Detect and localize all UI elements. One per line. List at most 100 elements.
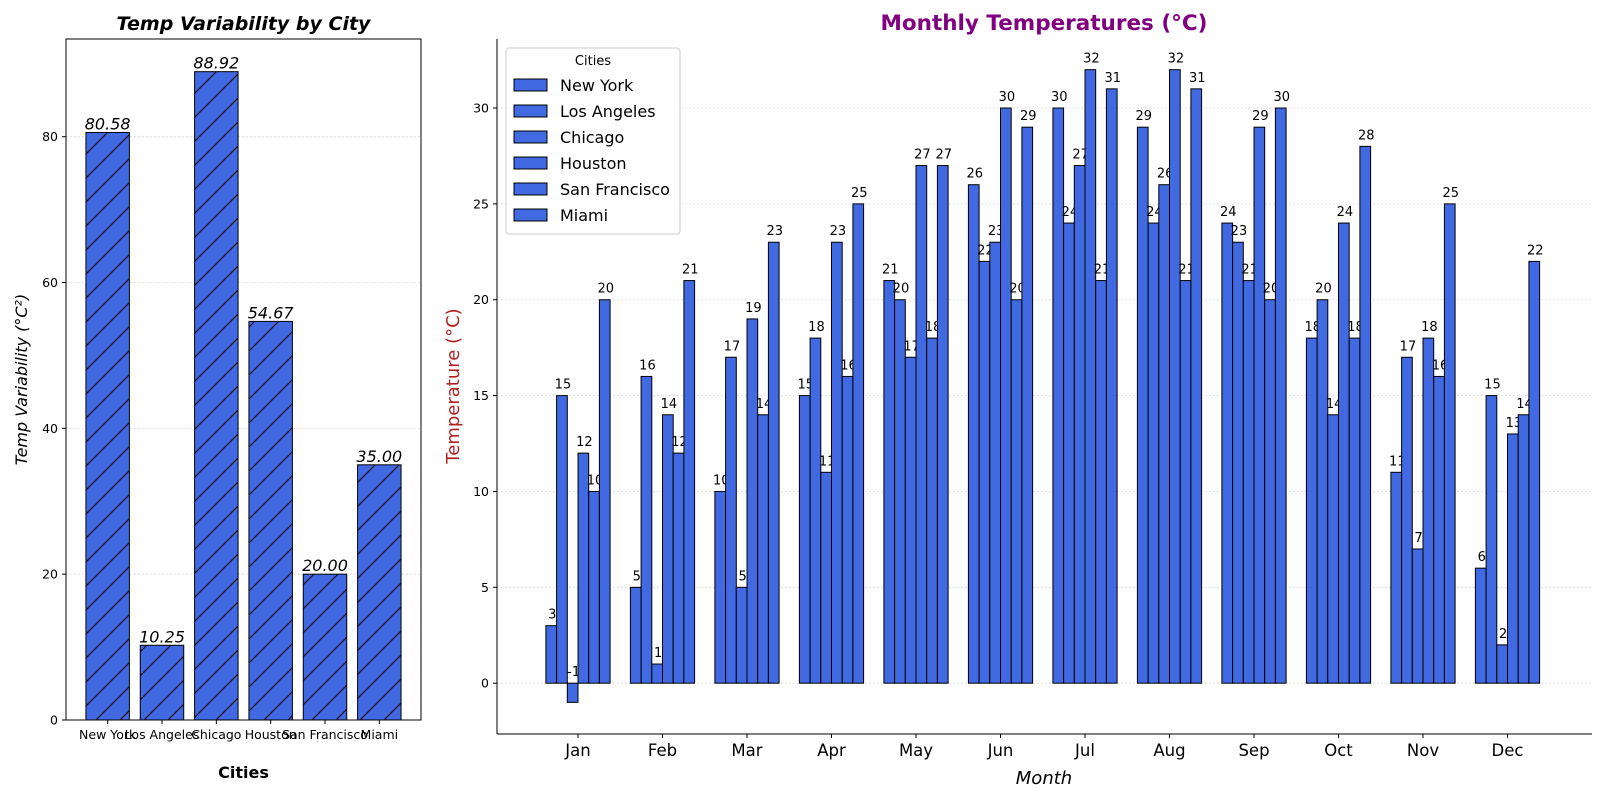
right-bar (1474, 567, 1487, 684)
right-bar (1390, 471, 1403, 684)
right-bar (926, 337, 938, 684)
right-bar (967, 184, 980, 684)
right-bar-value-label: 6 (1478, 550, 1486, 565)
legend-entry-label: San Francisco (560, 180, 670, 199)
right-bar (1253, 126, 1266, 684)
right-bar (1401, 356, 1413, 684)
right-y-tick-label: 15 (473, 388, 489, 403)
left-y-axis-label: Temp Variability (°C²) (12, 294, 31, 465)
right-bar (1264, 299, 1276, 684)
right-bar (904, 356, 917, 684)
right-x-tick-label: Dec (1492, 741, 1524, 760)
right-bar (735, 586, 748, 684)
left-x-tick-label: Los Angeles (125, 727, 200, 742)
right-bar-value-label: 19 (745, 301, 762, 316)
right-bar-value-label: 26 (966, 167, 983, 182)
right-bar (1010, 299, 1023, 684)
legend-title: Cities (575, 54, 611, 69)
right-bar (1411, 548, 1424, 684)
right-bar (714, 490, 727, 684)
right-x-tick-label: Jul (1074, 741, 1095, 760)
right-x-tick-label: Sep (1238, 741, 1269, 760)
right-bar (1507, 433, 1519, 684)
right-bar-value-label: 16 (639, 358, 656, 373)
left-chart: 80.58 New York 10.25 Los Angeles 88.92 Chicag… (12, 13, 422, 782)
right-bar (831, 241, 843, 684)
left-bar-hatch (140, 645, 184, 720)
right-legend: Cities New York Los Angeles Chicago Houston S… (505, 47, 681, 235)
right-bar-value-label: 17 (1400, 339, 1417, 354)
legend-swatch (513, 156, 548, 170)
right-bar (746, 318, 759, 684)
right-bar (978, 260, 991, 684)
right-bar-value-label: 27 (914, 148, 931, 163)
right-bar (566, 682, 579, 703)
right-bar (1158, 184, 1171, 684)
left-y-tick-label: 40 (42, 421, 58, 436)
right-x-tick-label: Aug (1153, 741, 1185, 760)
right-bar (662, 414, 674, 684)
right-bar (1443, 203, 1456, 684)
left-bar-value-label: 54.67 (248, 303, 295, 322)
right-bar (820, 471, 832, 684)
right-bar (883, 280, 896, 684)
right-bar-value-label: 18 (808, 320, 825, 335)
right-bar-value-label: 15 (1484, 378, 1501, 393)
right-bar-value-label: 21 (882, 263, 899, 278)
right-x-tick-label: Jan (564, 741, 590, 760)
right-bar (1063, 222, 1075, 684)
right-bar-value-label: 14 (661, 397, 678, 412)
right-bar (556, 395, 568, 684)
right-bar-value-label: 3 (548, 608, 556, 623)
right-bar-value-label: 25 (851, 186, 868, 201)
right-y-tick-label: 0 (481, 676, 489, 691)
legend-swatch (513, 182, 548, 196)
right-y-tick-label: 10 (473, 484, 489, 499)
right-bar (809, 337, 822, 684)
right-bar-value-label: 1 (654, 646, 662, 661)
left-x-tick-label: Miami (361, 727, 399, 742)
right-bar (1338, 222, 1350, 684)
right-bar-value-label: 29 (1135, 109, 1152, 124)
right-bar (598, 299, 611, 684)
left-bar-hatch (357, 464, 402, 720)
right-bar-value-label: 7 (1415, 531, 1423, 546)
right-bar (1305, 337, 1318, 684)
right-bar (651, 663, 663, 684)
left-y-tick-label: 0 (50, 713, 58, 728)
legend-entry-label: Houston (560, 154, 627, 173)
right-bar (1073, 165, 1086, 684)
right-bar (588, 490, 600, 684)
legend-entry-label: New York (560, 76, 634, 95)
left-bar-hatch (248, 321, 293, 720)
right-bar-value-label: 15 (555, 378, 572, 393)
legend-entry-label: Los Angeles (560, 102, 656, 121)
right-bar (1179, 280, 1192, 684)
right-bar (1221, 222, 1234, 684)
right-bar-value-label: 25 (1442, 186, 1459, 201)
right-bar (1000, 107, 1012, 684)
right-bar (1433, 375, 1445, 684)
right-bar (841, 375, 854, 684)
right-bar (672, 452, 685, 684)
left-x-tick-label: Chicago (191, 727, 241, 742)
left-chart-title: Temp Variability by City (117, 13, 373, 35)
right-bar-value-label: 30 (1051, 90, 1068, 105)
right-bar (1496, 644, 1509, 684)
right-bar-value-label: 20 (597, 282, 614, 297)
left-y-tick-label: 60 (42, 275, 58, 290)
right-bar-value-label: 24 (1337, 205, 1354, 220)
right-y-tick-label: 20 (473, 292, 489, 307)
right-bar-value-label: 31 (1189, 71, 1206, 86)
right-chart-title: Monthly Temperatures (°C) (880, 11, 1207, 36)
left-bar-value-label: 10.25 (139, 627, 185, 646)
right-bar (1232, 241, 1244, 684)
right-bar (1327, 414, 1340, 684)
left-x-axis-label: Cities (218, 763, 269, 782)
right-bar (894, 299, 906, 684)
left-bar-hatch (85, 132, 130, 720)
right-bar (1348, 337, 1361, 684)
left-bar-hatch (303, 574, 347, 720)
